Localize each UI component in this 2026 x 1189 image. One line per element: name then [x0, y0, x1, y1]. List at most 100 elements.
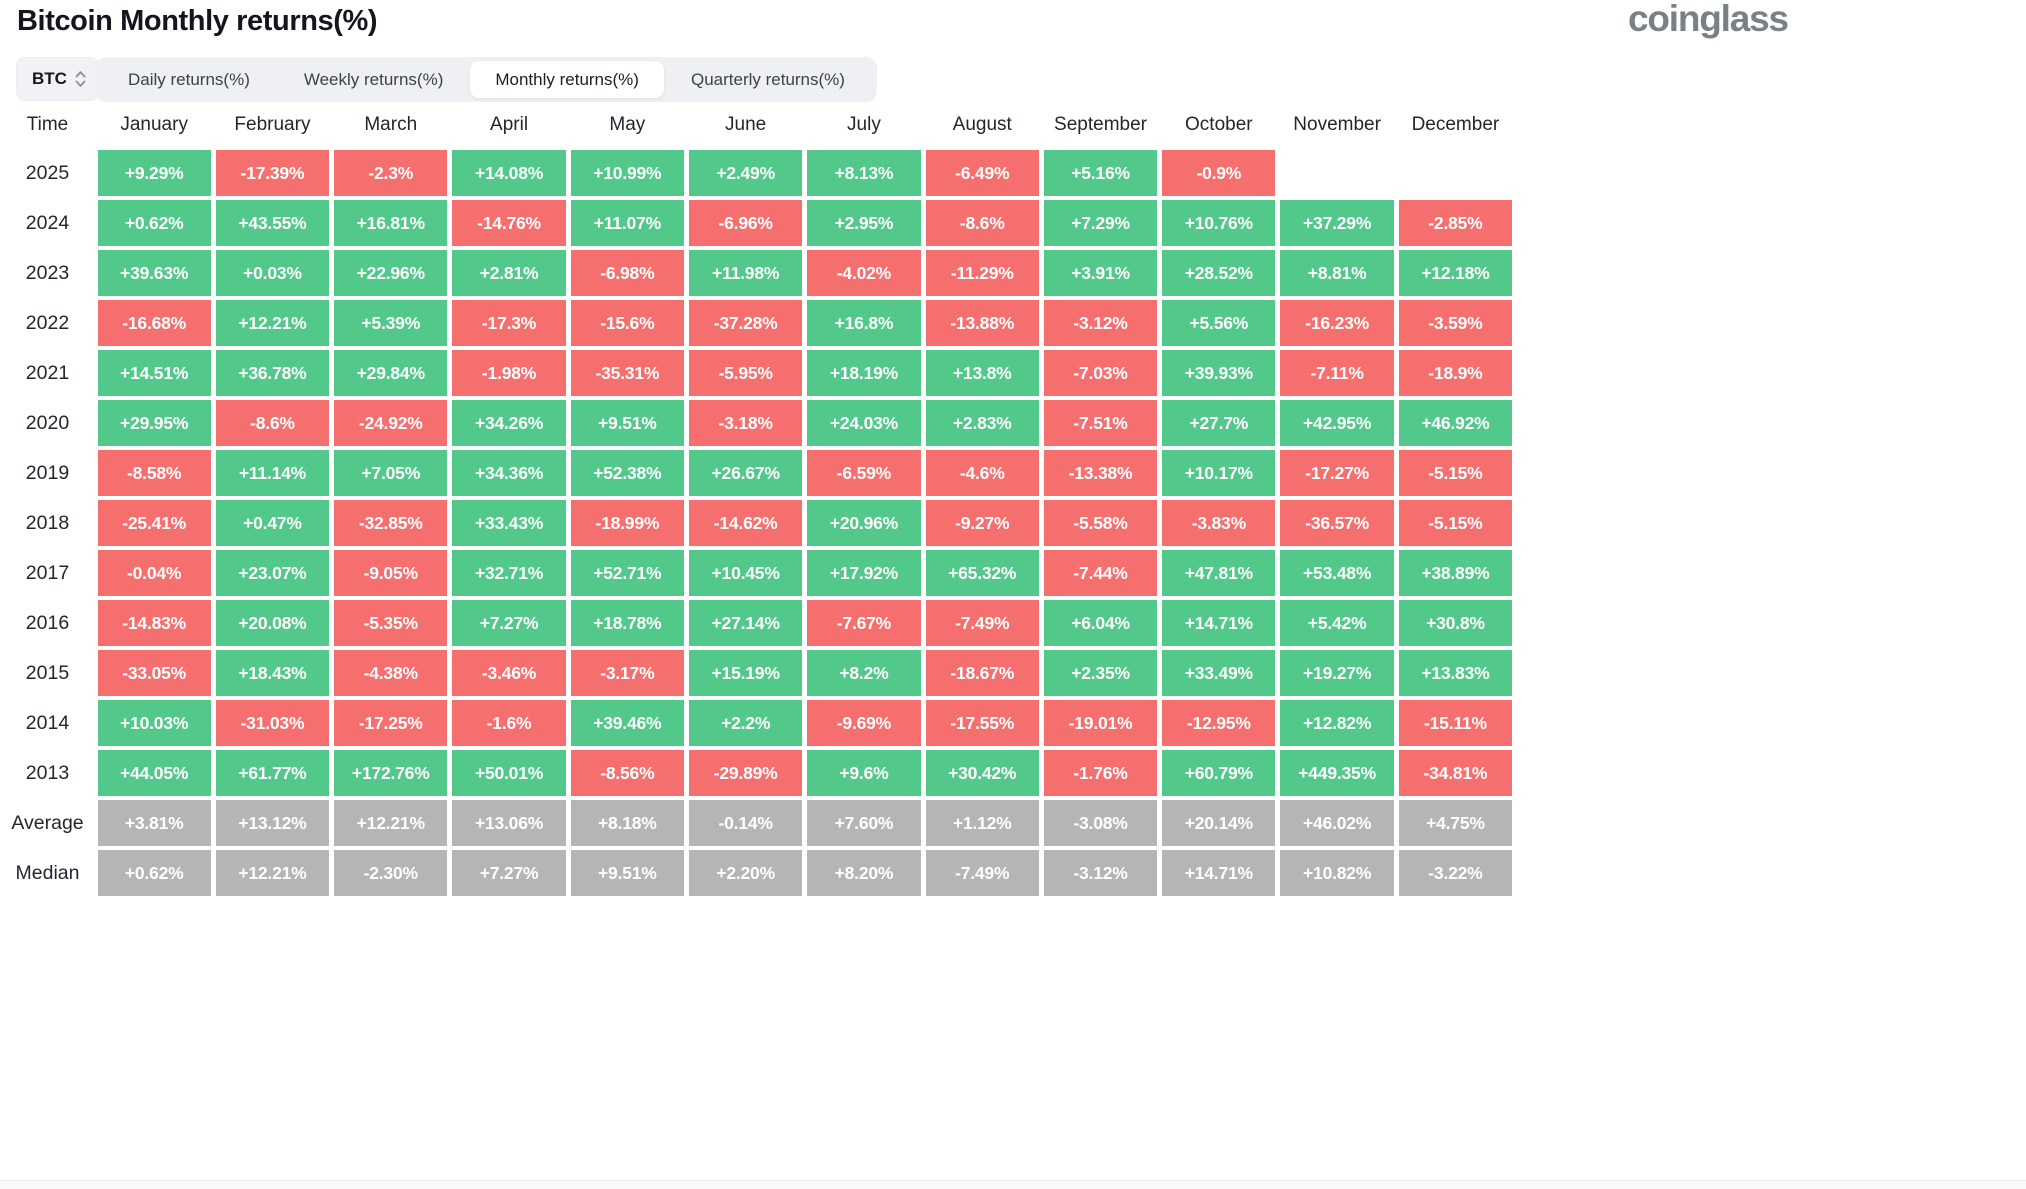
return-cell: -7.51% [1043, 400, 1158, 446]
return-cell: -37.28% [688, 300, 803, 346]
return-cell: -3.17% [570, 650, 684, 696]
return-cell: +39.46% [570, 700, 684, 746]
tab-quarterly-returns[interactable]: Quarterly returns(%) [690, 69, 845, 89]
return-cell: +14.71% [1162, 600, 1276, 646]
return-cell: -3.18% [688, 400, 803, 446]
return-cell: +8.81% [1280, 250, 1394, 296]
return-cell: +36.78% [215, 350, 330, 396]
coin-selector-value: BTC [32, 69, 67, 88]
return-cell: +2.2% [688, 700, 803, 746]
table-header-row: Time January February March April May June July… [0, 102, 1515, 148]
return-cell: -9.27% [925, 500, 1039, 546]
return-cell: +1.12% [925, 800, 1039, 846]
tab-monthly-returns[interactable]: Monthly returns(%) [470, 61, 664, 98]
return-cell: +17.92% [807, 550, 921, 596]
table-row: 2013 +44.05% +61.77% +172.76% +50.01% -8.56% -… [0, 748, 1515, 798]
return-cell: +2.35% [1043, 650, 1158, 696]
return-cell: -4.02% [807, 250, 921, 296]
return-cell: +47.81% [1162, 550, 1276, 596]
returns-table-body: 2025 +9.29% -17.39% -2.3% +14.08% +10.99% +2.4… [0, 148, 1515, 898]
return-cell: -34.81% [1398, 750, 1513, 796]
return-cell: +12.21% [215, 300, 330, 346]
return-cell: -8.58% [97, 450, 211, 496]
return-cell: -3.22% [1398, 850, 1513, 896]
return-cell: -5.15% [1398, 500, 1513, 546]
coin-selector[interactable]: BTC [16, 57, 99, 101]
return-cell: -9.05% [334, 550, 448, 596]
return-cell: +13.8% [925, 350, 1039, 396]
time-column-header: Time [26, 114, 69, 135]
return-cell: +0.03% [215, 250, 330, 296]
row-label: 2025 [25, 161, 70, 184]
row-label: 2014 [25, 711, 70, 734]
return-cell: +8.18% [570, 800, 684, 846]
return-cell: +19.27% [1280, 650, 1394, 696]
table-row: 2023 +39.63% +0.03% +22.96% +2.81% -6.98% +11.… [0, 248, 1515, 298]
return-cell: -15.6% [570, 300, 684, 346]
return-cell: -12.95% [1162, 700, 1276, 746]
month-column-header: September [1054, 114, 1147, 135]
return-cell: +20.14% [1162, 800, 1276, 846]
month-column-header: February [234, 114, 311, 135]
return-cell: -13.38% [1043, 450, 1158, 496]
return-cell: -0.04% [97, 550, 211, 596]
return-cell: +16.81% [334, 200, 448, 246]
return-cell: -3.12% [1043, 300, 1158, 346]
row-label: 2023 [25, 261, 70, 284]
return-cell: +16.8% [807, 300, 921, 346]
return-cell: +43.55% [215, 200, 330, 246]
return-cell: +26.67% [688, 450, 803, 496]
return-cell: -9.69% [807, 700, 921, 746]
return-cell: -8.6% [215, 400, 330, 446]
page-title: Bitcoin Monthly returns(%) [17, 5, 378, 37]
return-cell: +22.96% [334, 250, 448, 296]
row-label: 2020 [25, 411, 70, 434]
returns-period-tabs: Daily returns(%) Weekly returns(%) Month… [96, 57, 877, 102]
return-cell: +4.75% [1398, 800, 1513, 846]
return-cell: -6.49% [925, 150, 1039, 196]
return-cell: -29.89% [688, 750, 803, 796]
return-cell: -3.46% [452, 650, 566, 696]
return-cell: +37.29% [1280, 200, 1394, 246]
return-cell: -17.55% [925, 700, 1039, 746]
return-cell: +0.62% [97, 850, 211, 896]
return-cell: -18.99% [570, 500, 684, 546]
return-cell: -14.83% [97, 600, 211, 646]
monthly-returns-table: Time January February March April May June July… [0, 102, 1515, 898]
table-row: 2021 +14.51% +36.78% +29.84% -1.98% -35.31% -5… [0, 348, 1515, 398]
return-cell: +2.83% [925, 400, 1039, 446]
return-cell: +6.04% [1043, 600, 1158, 646]
row-label: 2017 [25, 561, 70, 584]
row-label: 2021 [25, 361, 70, 384]
row-label: 2015 [25, 661, 70, 684]
return-cell: +24.03% [807, 400, 921, 446]
return-cell: +18.78% [570, 600, 684, 646]
table-row: 2022 -16.68% +12.21% +5.39% -17.3% -15.6% -37.… [0, 298, 1515, 348]
table-row: 2017 -0.04% +23.07% -9.05% +32.71% +52.71% +10… [0, 548, 1515, 598]
tab-daily-returns[interactable]: Daily returns(%) [128, 69, 250, 89]
return-cell: -4.38% [334, 650, 448, 696]
return-cell: +27.14% [688, 600, 803, 646]
table-row: 2015 -33.05% +18.43% -4.38% -3.46% -3.17% +15.… [0, 648, 1515, 698]
tab-weekly-returns[interactable]: Weekly returns(%) [303, 69, 444, 89]
return-cell: +2.20% [688, 850, 803, 896]
return-cell: -14.76% [452, 200, 566, 246]
row-label: 2018 [25, 511, 70, 534]
return-cell: +8.13% [807, 150, 921, 196]
return-cell: -32.85% [334, 500, 448, 546]
return-cell: +32.71% [452, 550, 566, 596]
return-cell: +11.98% [688, 250, 803, 296]
return-cell: +9.6% [807, 750, 921, 796]
return-cell: +2.95% [807, 200, 921, 246]
return-cell: -7.03% [1043, 350, 1158, 396]
return-cell: +34.36% [452, 450, 566, 496]
return-cell: -31.03% [215, 700, 330, 746]
return-cell: +13.06% [452, 800, 566, 846]
return-cell: -17.25% [334, 700, 448, 746]
return-cell: +20.96% [807, 500, 921, 546]
return-cell: -1.6% [452, 700, 566, 746]
return-cell: +14.51% [97, 350, 211, 396]
return-cell: -2.3% [334, 150, 448, 196]
return-cell: +44.05% [97, 750, 211, 796]
return-cell: -0.14% [688, 800, 803, 846]
